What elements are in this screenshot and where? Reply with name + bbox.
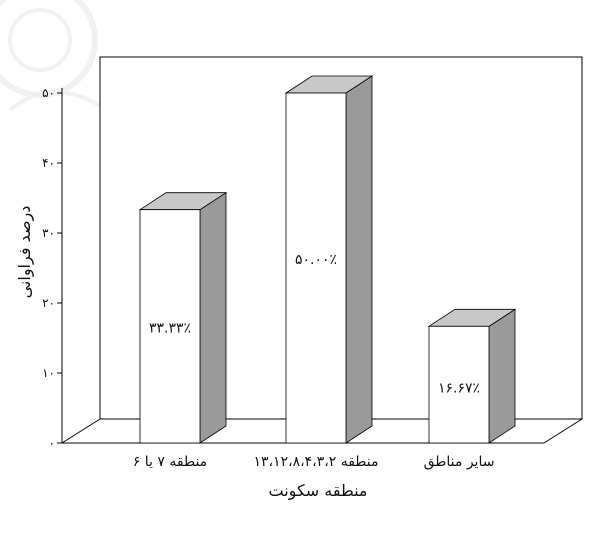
x-category-label: منطقه ۷ یا ۶ bbox=[133, 454, 207, 470]
y-tick-label: ۳۰ bbox=[42, 226, 55, 240]
bar-front bbox=[285, 92, 347, 444]
y-tick-label: ۵۰ bbox=[42, 86, 55, 100]
y-axis-title: درصد فراوانی bbox=[15, 206, 35, 299]
bar-front bbox=[428, 325, 490, 444]
bars-group: ۳۳.۳۳٪ ۵۰.۰۰٪ ۱۶.۶۷٪ bbox=[138, 75, 517, 444]
y-tick-label: ۰ bbox=[49, 436, 55, 450]
y-tick-label: ۲۰ bbox=[42, 296, 55, 310]
bar-data-label: ۳۳.۳۳٪ bbox=[149, 320, 191, 336]
x-axis-title: منطقه سکونت bbox=[269, 481, 368, 501]
bar: ۱۶.۶۷٪ bbox=[427, 308, 517, 444]
bar-side bbox=[199, 191, 227, 444]
bar-data-label: ۵۰.۰۰٪ bbox=[295, 252, 337, 268]
bar: ۳۳.۳۳٪ bbox=[138, 191, 228, 444]
floor-right-edge bbox=[543, 418, 583, 444]
bar-side bbox=[488, 308, 516, 444]
bar: ۵۰.۰۰٪ bbox=[284, 75, 374, 444]
x-category-label: سایر مناطق bbox=[424, 454, 495, 470]
bar-side bbox=[345, 75, 373, 444]
floor-left-edge bbox=[61, 418, 101, 444]
y-axis: ۰ ۱۰ ۲۰ ۳۰ ۴۰ ۵۰ bbox=[42, 86, 62, 450]
y-tick-label: ۴۰ bbox=[42, 156, 55, 170]
bar-data-label: ۱۶.۶۷٪ bbox=[438, 381, 480, 397]
x-category-label: منطقه ۱۳،۱۲،۸،۴،۳،۲ bbox=[254, 454, 379, 470]
bar-front bbox=[139, 209, 201, 444]
y-tick-label: ۱۰ bbox=[42, 366, 55, 380]
x-axis-categories: منطقه ۷ یا ۶ منطقه ۱۳،۱۲،۸،۴،۳،۲ سایر مناط… bbox=[133, 454, 495, 470]
